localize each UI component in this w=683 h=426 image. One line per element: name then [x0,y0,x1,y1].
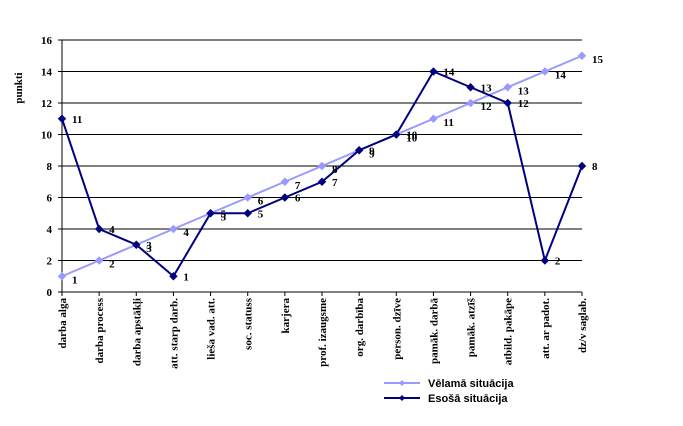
data-point [466,83,475,92]
data-label: 1 [72,274,78,286]
legend-marker [399,380,405,386]
data-label: 15 [592,54,604,66]
data-point [243,193,252,202]
x-tick-label: person. dzīve [391,298,403,360]
y-tick-label: 6 [47,193,53,205]
data-point [57,114,67,123]
x-tick-label: pamāk. atzīš [466,297,478,357]
y-tick-label: 2 [47,256,53,268]
data-point [280,193,290,202]
legend-marker [399,395,405,401]
y-tick-labels: 0 2 4 6 8 10 12 14 16 [41,35,53,299]
data-label: 6 [295,193,301,205]
data-point [466,98,475,108]
x-tick-label: lieša vad. att. [206,298,218,360]
data-label: 14 [443,67,455,79]
x-tick-label: atbild. pakāpe [503,298,515,365]
data-point [577,51,587,60]
data-point [540,256,550,265]
data-point [169,272,178,281]
data-label: 5 [258,208,264,220]
data-point [503,83,512,92]
data-label: 11 [72,114,82,126]
legend-label: Vēlamā situācija [428,378,514,390]
data-label: 3 [146,243,152,255]
data-point [503,98,512,108]
data-label: 6 [258,196,264,208]
data-label: 8 [592,161,598,173]
y-tick-label: 10 [41,130,53,142]
y-tick-label: 4 [47,224,53,236]
axes [58,39,583,296]
x-tick-label: darba process [94,297,106,363]
data-label: 5 [221,211,227,223]
x-tick-label: prof. izaugsme [317,298,329,367]
data-label: 2 [109,259,115,271]
data-point [577,161,587,171]
y-tick-label: 16 [41,35,53,47]
data-label: 9 [369,145,375,157]
x-tick-label: pamāk. darbā [428,298,440,365]
data-label: 5 [221,208,227,220]
data-label: 2 [555,256,561,268]
series-line [61,70,583,278]
data-label: 1 [183,271,189,283]
y-tick-label: 12 [41,98,53,110]
data-point [206,209,215,218]
x-tick-label: darba apstākļi [131,298,143,366]
data-label: 12 [518,98,530,110]
x-tick-label: darba alga [57,298,69,349]
data-point [429,114,438,123]
series-group [57,51,587,281]
data-label: 10 [406,130,418,142]
data-label: 8 [332,164,338,176]
x-tick-label: att. ar padot. [540,298,552,359]
x-tick-label: soc. statuss [243,297,255,350]
data-label: 9 [369,148,375,160]
data-label: 14 [555,70,567,82]
data-point [169,224,178,234]
data-label: 13 [481,82,493,94]
data-point [94,256,104,265]
x-tick-label: org. darbība [354,298,366,357]
data-point [243,209,252,218]
data-label: 3 [146,240,152,252]
y-tick-label: 8 [47,161,53,173]
data-label: 4 [183,227,189,239]
y-tick-label: 0 [47,287,53,299]
x-tick-label: att. starp darb. [168,298,180,369]
legend-label: Esošā situācija [428,393,508,405]
data-label: 4 [109,224,115,236]
data-label: 7 [332,177,338,189]
data-point [392,130,401,139]
data-point [317,177,327,186]
data-label: 11 [443,117,453,129]
data-point [94,224,104,234]
data-point [132,240,141,249]
data-label: 10 [406,133,418,145]
data-point [354,146,364,155]
data-point [280,177,290,186]
data-label: 13 [518,85,530,97]
x-tick-label: dz/v saglab. [577,298,589,353]
data-point [540,67,550,76]
data-point [57,272,67,281]
x-tick-label: karjera [280,298,292,334]
x-tick-labels: darba alga darba process darba apstākļi att… [57,297,589,369]
data-point [429,67,438,76]
y-tick-label: 14 [41,67,53,79]
legend: Vēlamā situācija Esošā situācija [384,378,514,405]
y-axis-label: punkti [13,72,25,103]
data-label: 7 [295,180,301,192]
data-point [317,161,327,171]
data-label: 12 [481,101,493,113]
